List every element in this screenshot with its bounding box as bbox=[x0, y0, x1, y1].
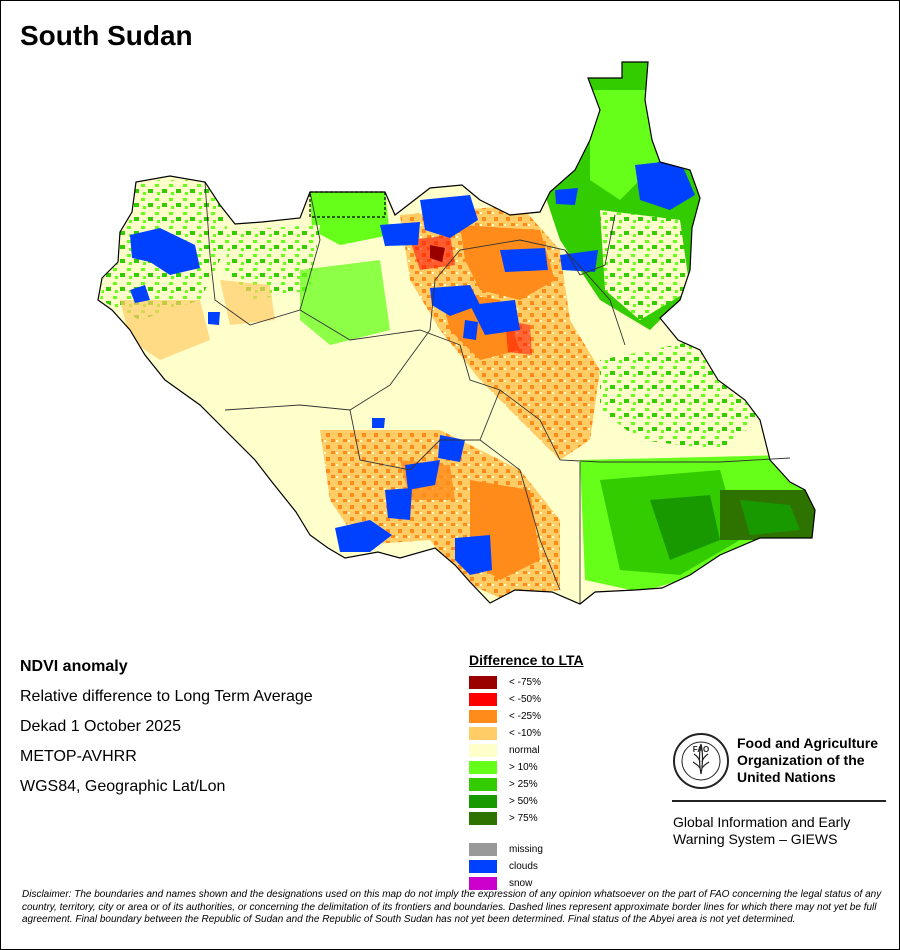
legend-item: > 75% bbox=[469, 810, 584, 827]
legend-item: < -25% bbox=[469, 708, 584, 725]
legend: Difference to LTA < -75% < -50% < -25% < -1… bbox=[469, 652, 584, 892]
legend-item: > 25% bbox=[469, 776, 584, 793]
org-name-line2: Organization of the bbox=[737, 752, 865, 768]
info-projection: WGS84, Geographic Lat/Lon bbox=[20, 778, 226, 795]
legend-swatch bbox=[469, 710, 497, 723]
legend-label: < -50% bbox=[509, 694, 541, 705]
map-title: South Sudan bbox=[20, 20, 193, 51]
legend-swatch bbox=[469, 778, 497, 791]
legend-label: < -25% bbox=[509, 711, 541, 722]
legend-swatch bbox=[469, 676, 497, 689]
legend-swatch bbox=[469, 795, 497, 808]
legend-item: snow bbox=[469, 875, 584, 892]
legend-title: Difference to LTA bbox=[469, 652, 584, 668]
org-name-line3: United Nations bbox=[737, 769, 836, 785]
legend-label: snow bbox=[509, 878, 533, 889]
legend-label: clouds bbox=[509, 861, 538, 872]
map-info: NDVI anomaly Relative difference to Long… bbox=[20, 657, 313, 807]
legend-item: clouds bbox=[469, 858, 584, 875]
legend-label: > 10% bbox=[509, 762, 538, 773]
legend-swatch bbox=[469, 877, 497, 890]
fao-logo-letters: FAO bbox=[693, 745, 709, 754]
disclaimer: Disclaimer: The boundaries and names sho… bbox=[22, 889, 882, 925]
giews-line2: Warning System – GIEWS bbox=[673, 831, 838, 847]
state-boundaries bbox=[204, 181, 791, 604]
ndvi-anomaly-map bbox=[97, 61, 816, 605]
legend-item: < -75% bbox=[469, 674, 584, 691]
legend-swatch bbox=[469, 812, 497, 825]
org-divider bbox=[672, 800, 886, 802]
legend-item: > 10% bbox=[469, 759, 584, 776]
legend-item: missing bbox=[469, 841, 584, 858]
info-sensor: METOP-AVHRR bbox=[20, 748, 137, 765]
legend-swatch bbox=[469, 761, 497, 774]
info-heading: NDVI anomaly bbox=[20, 658, 128, 675]
giews-line1: Global Information and Early bbox=[673, 814, 851, 830]
legend-label: < -10% bbox=[509, 728, 541, 739]
legend-special: missing clouds snow bbox=[469, 841, 584, 892]
org-name: Food and Agriculture Organization of the… bbox=[737, 735, 878, 786]
legend-swatch bbox=[469, 693, 497, 706]
legend-classes: < -75% < -50% < -25% < -10% normal > 10% > 25%… bbox=[469, 674, 584, 827]
legend-label: > 25% bbox=[509, 779, 538, 790]
info-period: Dekad 1 October 2025 bbox=[20, 718, 181, 735]
org-name-line1: Food and Agriculture bbox=[737, 735, 879, 751]
legend-item: < -10% bbox=[469, 725, 584, 742]
legend-item: < -50% bbox=[469, 691, 584, 708]
legend-label: < -75% bbox=[509, 677, 541, 688]
giews-label: Global Information and Early Warning Sys… bbox=[673, 814, 850, 848]
legend-label: > 75% bbox=[509, 813, 538, 824]
legend-label: normal bbox=[509, 745, 540, 756]
fao-logo-icon: FAO bbox=[673, 733, 729, 789]
legend-item: > 50% bbox=[469, 793, 584, 810]
info-subtitle: Relative difference to Long Term Average bbox=[20, 688, 313, 705]
legend-swatch bbox=[469, 744, 497, 757]
legend-swatch bbox=[469, 860, 497, 873]
legend-swatch bbox=[469, 843, 497, 856]
legend-label: > 50% bbox=[509, 796, 538, 807]
legend-item: normal bbox=[469, 742, 584, 759]
legend-swatch bbox=[469, 727, 497, 740]
legend-label: missing bbox=[509, 844, 543, 855]
anomaly-layer bbox=[100, 62, 815, 598]
